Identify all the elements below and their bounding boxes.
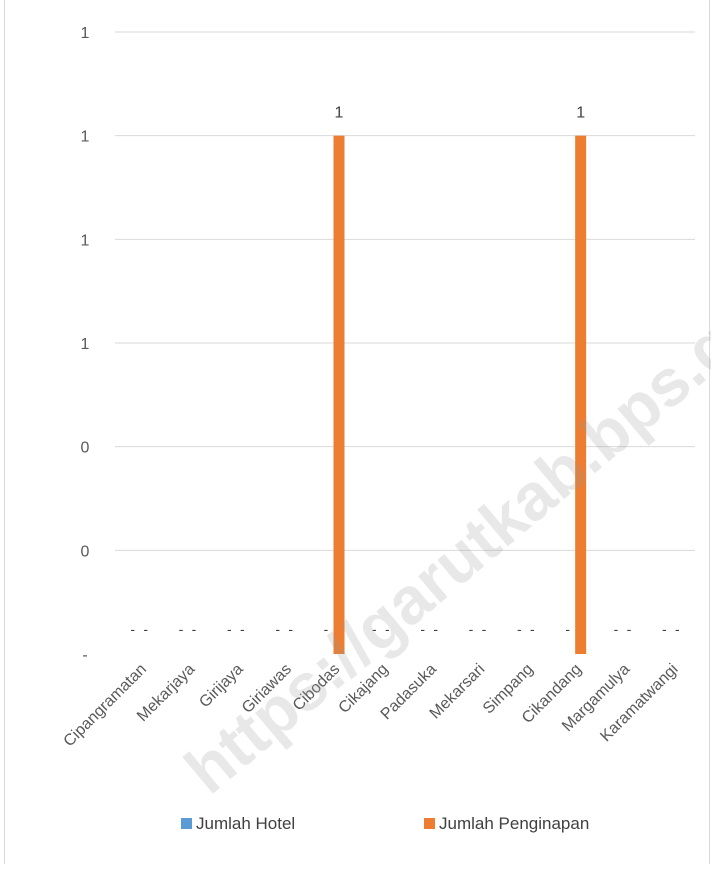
data-label: - [288, 621, 293, 637]
data-label: - [192, 621, 197, 637]
data-label: 1 [335, 105, 344, 122]
bar-penginapan [333, 135, 345, 654]
data-label: - [324, 621, 329, 637]
data-label: - [517, 621, 522, 637]
data-label: - [565, 621, 570, 637]
data-label: - [433, 621, 438, 637]
legend: Jumlah Hotel Jumlah Penginapan [181, 814, 589, 833]
y-tick-label: 1 [81, 232, 90, 249]
gridlines [115, 31, 695, 551]
data-label: - [143, 621, 148, 637]
data-label: - [530, 621, 535, 637]
y-tick-label: 1 [81, 129, 90, 146]
data-label: - [227, 621, 232, 637]
legend-swatch [181, 818, 192, 829]
y-axis-ticks: - 0 0 1 1 1 1 [81, 25, 90, 664]
legend-label: Jumlah Penginapan [439, 814, 589, 833]
data-label: - [482, 621, 487, 637]
y-tick-label: 0 [81, 440, 90, 457]
data-label: - [675, 621, 680, 637]
bar-penginapan [575, 135, 587, 654]
data-label: - [420, 621, 425, 637]
data-label: - [275, 621, 280, 637]
y-tick-label: 0 [81, 543, 90, 560]
data-label: - [614, 621, 619, 637]
legend-label: Jumlah Hotel [196, 814, 295, 833]
y-tick-label: - [82, 647, 87, 664]
data-label: - [179, 621, 184, 637]
data-label: - [130, 621, 135, 637]
data-label: - [240, 621, 245, 637]
data-labels: - - - - - - - - -1- - - - - - - - -1- - - - [130, 105, 680, 637]
bars [333, 135, 587, 654]
y-tick-label: 1 [81, 25, 90, 42]
data-label: - [372, 621, 377, 637]
data-label: - [469, 621, 474, 637]
x-tick-label: Cipangramatan [61, 661, 150, 750]
y-tick-label: 1 [81, 336, 90, 353]
data-label: - [662, 621, 667, 637]
data-label: - [385, 621, 390, 637]
data-label: 1 [576, 105, 585, 122]
legend-swatch [424, 818, 435, 829]
data-label: - [627, 621, 632, 637]
